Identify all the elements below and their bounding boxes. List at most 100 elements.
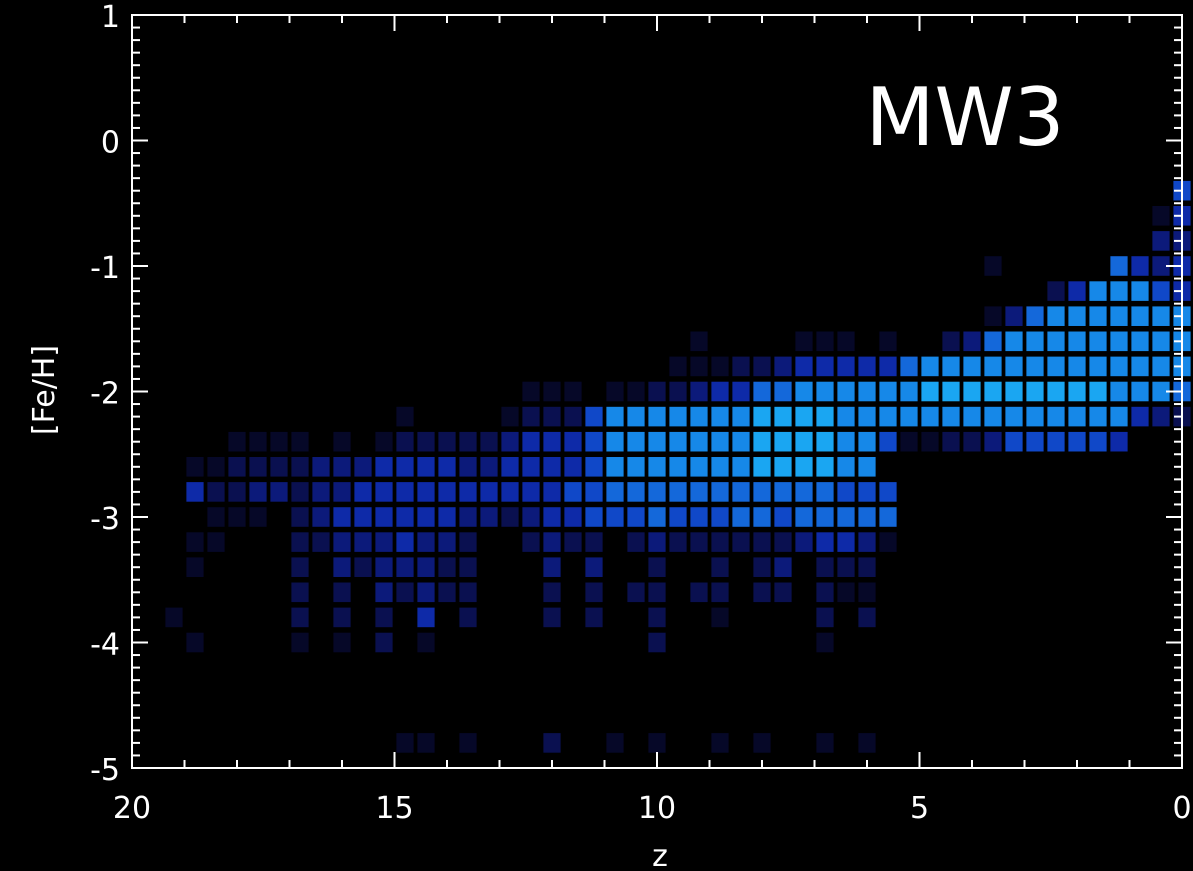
heatmap-cell (606, 482, 624, 502)
heatmap-cell (732, 482, 750, 502)
heatmap-cell (711, 507, 729, 527)
heatmap-cell (291, 607, 309, 628)
heatmap-cell (1152, 231, 1170, 251)
heatmap-cell (1110, 431, 1128, 452)
heatmap-cell (753, 381, 771, 402)
heatmap-cell (459, 733, 477, 753)
heatmap-cell (1005, 331, 1023, 352)
heatmap-cell (249, 507, 267, 527)
heatmap-cell (711, 406, 729, 427)
heatmap-cell (1131, 306, 1149, 326)
heatmap-cell (837, 557, 855, 577)
heatmap-cell (753, 457, 771, 477)
heatmap-cell (711, 457, 729, 477)
heatmap-cell (375, 632, 393, 653)
heatmap-cell (1110, 306, 1128, 326)
heatmap-cell (543, 482, 561, 502)
heatmap-cell (984, 331, 1002, 352)
heatmap-cell (438, 557, 456, 577)
heatmap-cell (774, 406, 792, 427)
heatmap-cell (333, 532, 351, 552)
y-axis-title: [Fe/H] (27, 345, 62, 435)
heatmap-cell (1089, 381, 1107, 402)
heatmap-cell (606, 431, 624, 452)
heatmap-cell (858, 482, 876, 502)
heatmap-cells (165, 180, 1191, 753)
heatmap-cell (942, 406, 960, 427)
heatmap-cell (207, 482, 225, 502)
heatmap-cell (732, 457, 750, 477)
heatmap-cell (753, 582, 771, 603)
heatmap-cell (438, 457, 456, 477)
heatmap-cell (963, 406, 981, 427)
heatmap-cell (711, 607, 729, 628)
heatmap-cell (711, 431, 729, 452)
heatmap-cell (942, 331, 960, 352)
heatmap-cell (1047, 306, 1065, 326)
heatmap-cell (417, 532, 435, 552)
heatmap-cell (858, 557, 876, 577)
heatmap-cell (396, 406, 414, 427)
heatmap-cell (417, 431, 435, 452)
heatmap-cell (774, 356, 792, 377)
heatmap-cell (816, 406, 834, 427)
heatmap-cell (984, 256, 1002, 276)
heatmap-cell (333, 482, 351, 502)
heatmap-cell (774, 532, 792, 552)
heatmap-cell (816, 733, 834, 753)
heatmap-cell (417, 557, 435, 577)
heatmap-cell (333, 607, 351, 628)
heatmap-cell (669, 532, 687, 552)
heatmap-cell (585, 431, 603, 452)
heatmap-cell (1152, 256, 1170, 276)
heatmap-cell (837, 381, 855, 402)
heatmap-cell (921, 381, 939, 402)
heatmap-cell (396, 482, 414, 502)
heatmap-cell (648, 406, 666, 427)
heatmap-cell (795, 331, 813, 352)
heatmap-cell (837, 457, 855, 477)
heatmap-cell (816, 457, 834, 477)
heatmap-cell (585, 607, 603, 628)
heatmap-cell (774, 507, 792, 527)
heatmap-cell (837, 356, 855, 377)
heatmap-cell (585, 406, 603, 427)
heatmap-cell (375, 431, 393, 452)
heatmap-cell (459, 482, 477, 502)
heatmap-cell (501, 406, 519, 427)
heatmap-cell (837, 532, 855, 552)
y-tick-labels: -5 -4 -3 -2 -1 0 1 (90, 0, 120, 788)
heatmap-cell (501, 431, 519, 452)
heatmap-cell (753, 557, 771, 577)
heatmap-cell (417, 457, 435, 477)
heatmap-cell (753, 733, 771, 753)
heatmap-cell (732, 507, 750, 527)
panel-label: MW3 (865, 71, 1064, 164)
heatmap-cell (837, 482, 855, 502)
heatmap-cell (711, 381, 729, 402)
y-tick-label: -3 (90, 502, 120, 537)
heatmap-cell (375, 607, 393, 628)
heatmap-cell (417, 607, 435, 628)
heatmap-cell (459, 557, 477, 577)
heatmap-cell (711, 356, 729, 377)
heatmap-cell (984, 356, 1002, 377)
heatmap-cell (774, 381, 792, 402)
heatmap-cell (627, 406, 645, 427)
heatmap-cell (984, 381, 1002, 402)
heatmap-cell (900, 381, 918, 402)
heatmap-cell (1068, 356, 1086, 377)
heatmap-cell (795, 457, 813, 477)
y-tick-label: -4 (90, 628, 120, 663)
heatmap-cell (606, 733, 624, 753)
heatmap-cell (690, 507, 708, 527)
heatmap-cell (690, 582, 708, 603)
heatmap-cell (690, 482, 708, 502)
heatmap-cell (1152, 356, 1170, 377)
heatmap-cell (1110, 356, 1128, 377)
heatmap-cell (228, 457, 246, 477)
heatmap-cell (186, 632, 204, 653)
heatmap-cell (963, 381, 981, 402)
heatmap-cell (816, 532, 834, 552)
